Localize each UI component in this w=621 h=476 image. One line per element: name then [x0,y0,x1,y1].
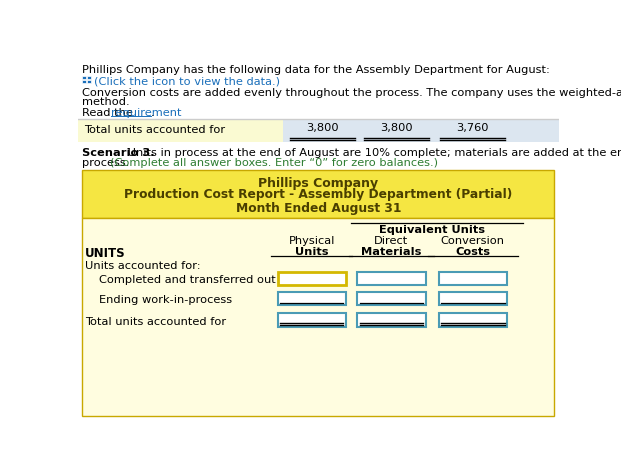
Text: Physical: Physical [289,236,335,245]
Text: 3,800: 3,800 [306,123,339,133]
Text: Production Cost Report - Assembly Department (Partial): Production Cost Report - Assembly Depart… [124,188,512,201]
Bar [82,81,86,84]
Text: Month Ended August 31: Month Ended August 31 [235,201,401,215]
Text: 3,760: 3,760 [456,123,488,133]
Text: Equivalent Units: Equivalent Units [379,225,485,235]
Bar [78,120,283,143]
Text: 3,800: 3,800 [380,123,412,133]
Text: Units accounted for:: Units accounted for: [85,260,201,270]
Text: Total units accounted for: Total units accounted for [84,125,225,135]
Text: Units in process at the end of August are 10% complete; materials are added at t: Units in process at the end of August ar… [124,148,621,158]
Text: .: . [152,108,155,118]
FancyBboxPatch shape [278,272,346,285]
Text: process.: process. [82,158,134,168]
Text: Read the: Read the [82,108,137,118]
Text: Phillips Company has the following data for the Assembly Department for August:: Phillips Company has the following data … [82,65,550,75]
FancyBboxPatch shape [439,314,507,327]
Bar [87,81,91,84]
Text: Scenario 3.: Scenario 3. [82,148,155,158]
Bar [82,77,86,80]
Text: Conversion: Conversion [441,236,505,245]
Text: Total units accounted for: Total units accounted for [85,316,227,326]
FancyBboxPatch shape [278,292,346,305]
Text: Materials: Materials [361,246,422,256]
Text: Phillips Company: Phillips Company [258,176,378,189]
Text: Direct: Direct [374,236,409,245]
FancyBboxPatch shape [358,292,425,305]
Text: Conversion costs are added evenly throughout the process. The company uses the w: Conversion costs are added evenly throug… [82,88,621,98]
FancyBboxPatch shape [358,272,425,285]
Text: Costs: Costs [455,246,491,256]
FancyBboxPatch shape [439,292,507,305]
Text: Ending work-in-process: Ending work-in-process [99,295,232,305]
FancyBboxPatch shape [278,314,346,327]
FancyBboxPatch shape [358,314,425,327]
Bar [283,120,559,143]
FancyBboxPatch shape [439,272,507,285]
Text: UNITS: UNITS [85,246,126,259]
Bar [82,218,555,416]
Text: (Complete all answer boxes. Enter “0” for zero balances.): (Complete all answer boxes. Enter “0” fo… [110,158,438,168]
Bar [82,171,555,218]
Bar [87,77,91,80]
Text: (Click the icon to view the data.): (Click the icon to view the data.) [94,76,280,86]
Text: requirement: requirement [111,108,181,118]
Text: method.: method. [82,97,130,107]
Text: Units: Units [295,246,329,256]
Text: Completed and transferred out: Completed and transferred out [99,275,276,285]
